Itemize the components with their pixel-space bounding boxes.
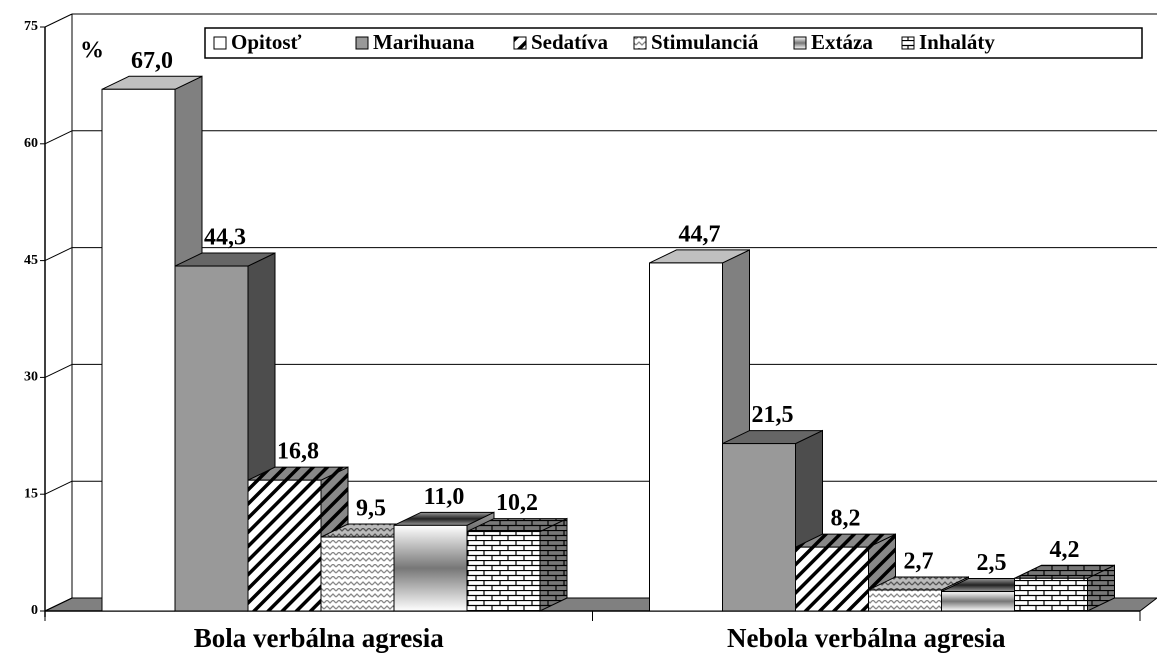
- value-label: 67,0: [131, 48, 173, 74]
- y-tick-label: 0: [31, 603, 38, 618]
- legend-label: Extáza: [811, 30, 873, 54]
- value-label: 2,7: [904, 548, 934, 574]
- legend-swatch: [633, 36, 647, 50]
- bar: [320, 536, 395, 612]
- bar: [649, 262, 723, 612]
- plot-area: 0 15 30 45 60 75 Bola verbálna agresia 67,0 44,3…: [24, 13, 1157, 653]
- bar: [868, 589, 942, 612]
- bar: [795, 546, 869, 612]
- x-tick-label: Nebola verbálna agresia: [727, 623, 1006, 653]
- legend-swatch: [213, 36, 227, 50]
- grid-line-depth: [44, 363, 73, 378]
- legend-swatch: [355, 36, 369, 50]
- grid-line-depth: [44, 480, 73, 495]
- y-tick-label: 15: [24, 486, 38, 501]
- legend-swatch: [901, 36, 915, 50]
- legend-swatch: [793, 36, 807, 50]
- x-tick-label: Bola verbálna agresia: [194, 623, 445, 653]
- bar: [247, 479, 322, 612]
- grid-line-depth: [44, 247, 73, 262]
- legend-swatch: [513, 36, 527, 50]
- bar: [466, 531, 541, 612]
- value-label: 10,2: [496, 490, 538, 516]
- bar: [1014, 577, 1088, 612]
- value-label: 21,5: [752, 402, 794, 428]
- value-label: 44,7: [679, 221, 721, 247]
- bar: [393, 524, 468, 612]
- grid-line-depth: [44, 597, 73, 612]
- y-tick-label: 45: [24, 253, 38, 268]
- bar: [101, 88, 176, 612]
- bar: [722, 443, 796, 612]
- legend-label: Marihuana: [373, 30, 475, 54]
- legend-label: Stimulanciá: [651, 30, 759, 54]
- value-label: 9,5: [356, 496, 386, 522]
- bar: [174, 265, 249, 612]
- grid-line-depth: [44, 130, 73, 145]
- y-tick-label: 30: [24, 370, 38, 385]
- legend-label: Opitosť: [231, 30, 302, 54]
- value-label: 4,2: [1050, 537, 1080, 563]
- unit-label: %: [80, 38, 104, 64]
- grid-line-depth: [44, 13, 73, 28]
- value-label: 16,8: [277, 439, 319, 465]
- bar: [941, 591, 1015, 612]
- value-label: 11,0: [424, 484, 465, 510]
- bar-side: [539, 517, 568, 612]
- value-label: 8,2: [831, 506, 861, 532]
- y-tick-label: 60: [24, 136, 38, 151]
- value-label: 44,3: [204, 225, 246, 251]
- legend-label: Sedatíva: [531, 30, 609, 54]
- y-tick-label: 75: [24, 19, 38, 34]
- legend-label: Inhaláty: [919, 30, 995, 54]
- value-label: 2,5: [977, 550, 1007, 576]
